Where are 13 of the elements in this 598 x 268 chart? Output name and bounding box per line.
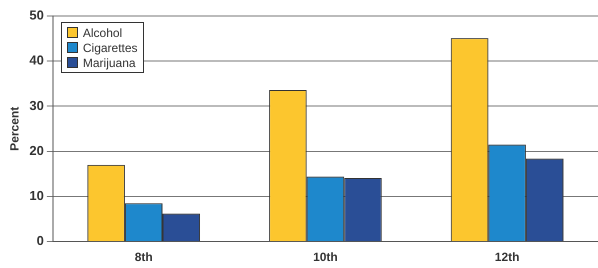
- y-tick-label: 40: [29, 52, 44, 68]
- legend-label: Marijuana: [82, 56, 136, 70]
- y-tick-label: 0: [36, 233, 44, 248]
- y-tick-label: 20: [29, 142, 44, 158]
- y-tick-label: 30: [29, 98, 44, 113]
- legend-label: Alcohol: [82, 26, 122, 40]
- x-tick-label: 12th: [494, 250, 520, 264]
- x-tick-label: 8th: [134, 250, 153, 264]
- x-tick-label: 10th: [313, 250, 338, 264]
- y-tick-label: 10: [29, 188, 44, 204]
- legend-label: Cigarettes: [82, 40, 138, 54]
- y-axis-title: Percent: [8, 106, 22, 151]
- y-tick-label: 50: [29, 8, 44, 23]
